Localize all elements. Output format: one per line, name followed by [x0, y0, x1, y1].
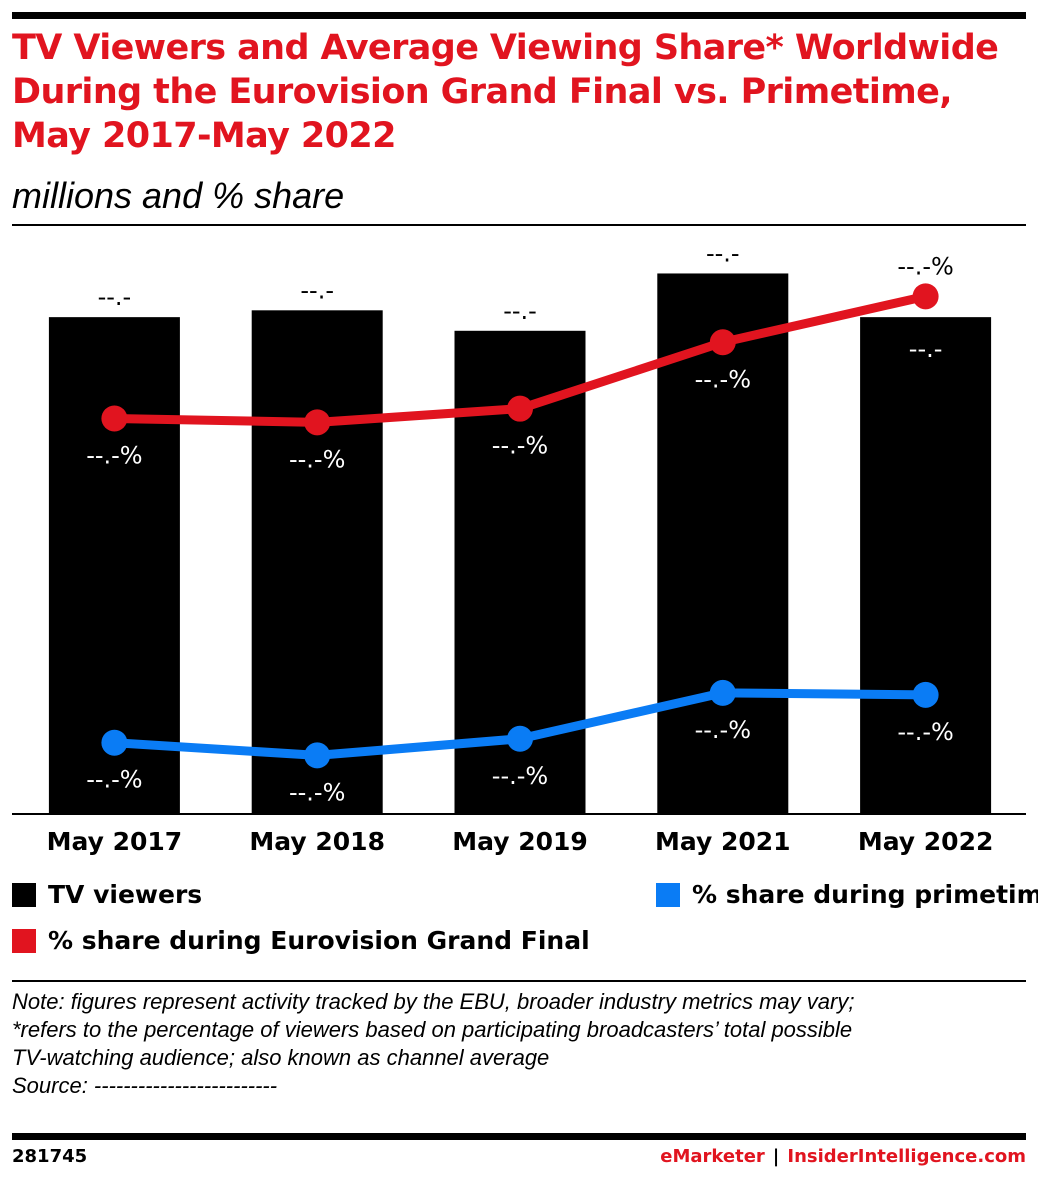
chart-plot: --.- --.- --.- --.- --.- --.-% --.-% --.-% --.-%…: [12, 239, 1026, 856]
legend-primetime: % share during primetime: [656, 880, 1038, 909]
legend-swatch-grand-final: [12, 928, 36, 953]
chart-subtitle: millions and % share: [12, 175, 345, 216]
grand-final-label-2: --.-%: [492, 432, 548, 460]
primetime-point-2: [507, 725, 533, 752]
bar-label-2: --.-: [503, 297, 537, 325]
primetime-label-0: --.-%: [86, 766, 142, 794]
primetime-point-0: [101, 729, 128, 756]
grand-final-point-4: [912, 283, 939, 310]
primetime-label-2: --.-%: [492, 762, 548, 790]
legend-label-tv-viewers: TV viewers: [48, 880, 203, 909]
grand-final-label-3: --.-%: [695, 365, 751, 393]
grand-final-label-4: --.-%: [897, 252, 953, 280]
bar-label-4: --.-: [909, 335, 943, 363]
primetime-label-3: --.-%: [695, 716, 751, 744]
primetime-point-3: [709, 679, 736, 706]
primetime-point-1: [304, 742, 331, 769]
x-tick-label-2: May 2019: [452, 827, 588, 856]
chart-id: 281745: [12, 1146, 88, 1167]
bar-label-3: --.-: [706, 239, 740, 267]
grand-final-point-0: [101, 405, 128, 432]
x-tick-label-1: May 2018: [249, 827, 385, 856]
legend-grand-final: % share during Eurovision Grand Final: [12, 926, 590, 955]
bar-label-0: --.-: [98, 283, 132, 311]
x-tick-label-4: May 2022: [858, 827, 994, 856]
note-line-1: Note: figures represent activity tracked…: [12, 989, 855, 1014]
bottom-rule: [12, 1133, 1026, 1140]
brand-insiderintelligence: InsiderIntelligence.com: [787, 1146, 1026, 1167]
brand-footer: eMarketer | InsiderIntelligence.com: [660, 1146, 1026, 1167]
legend-swatch-primetime: [656, 882, 680, 907]
source-line: Source: -------------------------: [12, 1073, 278, 1098]
bar-tv-viewers-1: [251, 310, 383, 814]
note-line-3: TV-watching audience; also known as chan…: [12, 1045, 550, 1070]
top-rule: [12, 12, 1026, 19]
grand-final-point-2: [507, 395, 533, 422]
bar-tv-viewers-4: [860, 317, 992, 814]
legend-label-primetime: % share during primetime: [692, 880, 1038, 909]
bar-tv-viewers-3: [657, 273, 789, 815]
brand-emarketer: eMarketer: [660, 1146, 765, 1167]
legend-tv-viewers: TV viewers: [12, 880, 202, 909]
chart-title: TV Viewers and Average Viewing Share* Wo…: [12, 28, 999, 156]
primetime-label-4: --.-%: [897, 718, 953, 746]
brand-separator: |: [772, 1146, 780, 1167]
x-tick-label-0: May 2017: [47, 827, 183, 856]
primetime-label-1: --.-%: [289, 778, 345, 806]
title-divider: [12, 224, 1026, 226]
x-tick-label-3: May 2021: [655, 827, 791, 856]
legend-swatch-tv-viewers: [12, 882, 36, 907]
grand-final-label-1: --.-%: [289, 445, 345, 473]
legend-label-grand-final: % share during Eurovision Grand Final: [48, 926, 590, 955]
primetime-point-4: [912, 681, 939, 708]
notes-divider: [12, 980, 1026, 982]
bar-label-1: --.-: [300, 276, 334, 304]
note-line-2: *refers to the percentage of viewers bas…: [12, 1017, 853, 1042]
notes-block: Note: figures represent activity tracked…: [12, 988, 1026, 1100]
grand-final-point-3: [709, 329, 736, 356]
grand-final-label-0: --.-%: [86, 441, 142, 469]
grand-final-point-1: [304, 409, 331, 436]
